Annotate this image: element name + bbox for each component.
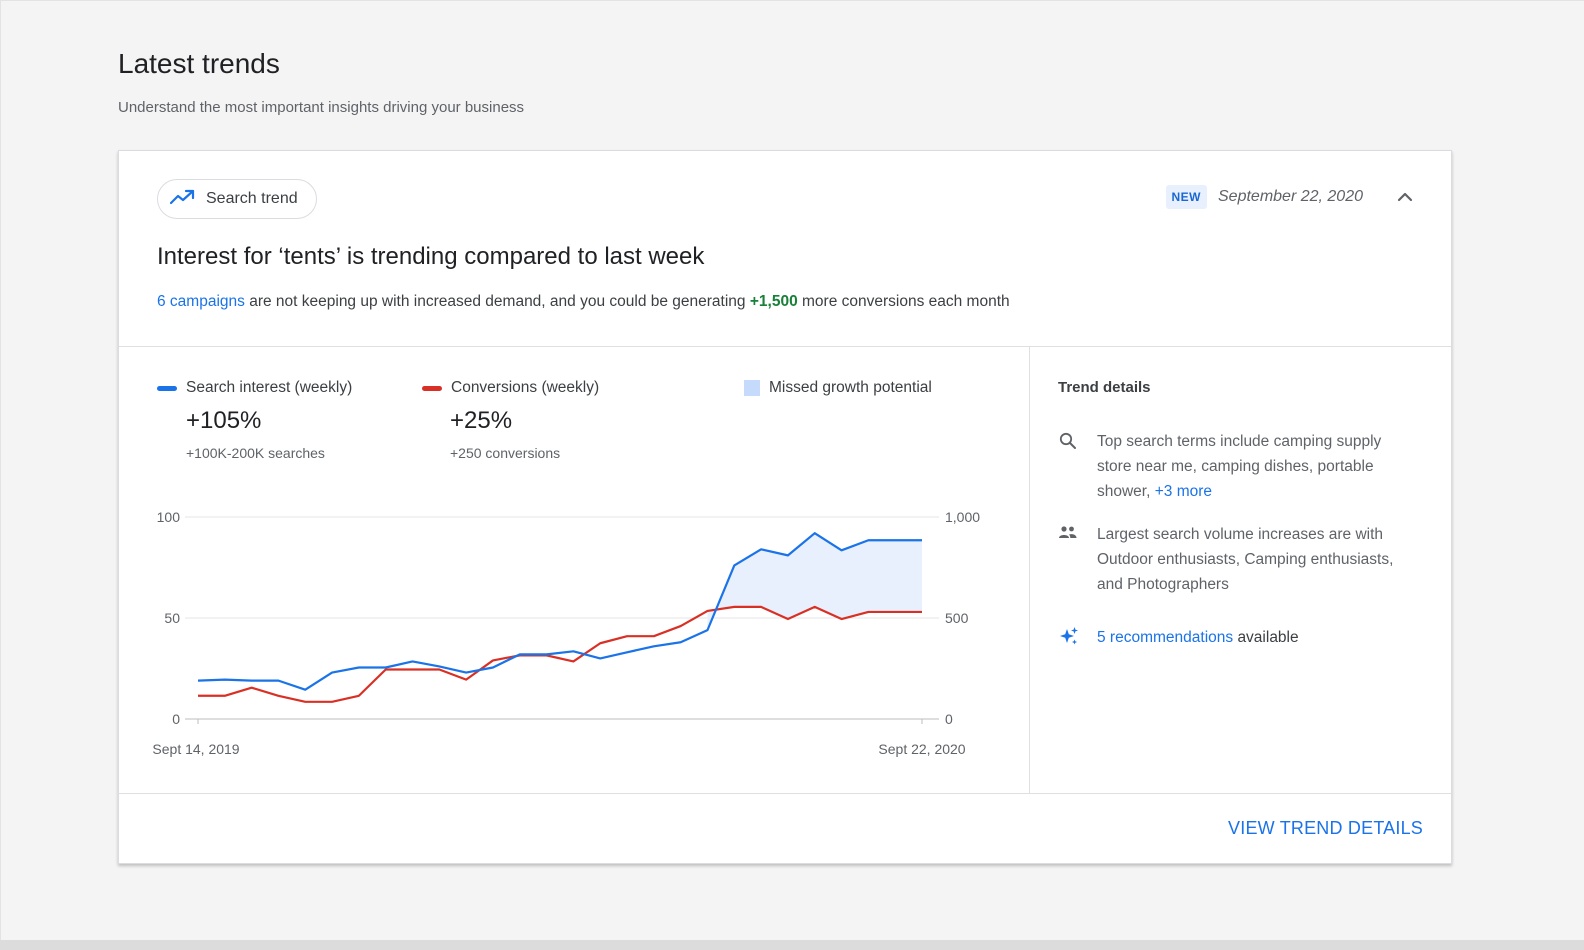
conversions-highlight: +1,500 [749,293,798,310]
y-right-tick-label: 1,000 [945,509,980,525]
legend-label: Conversions (weekly) [451,379,600,396]
description-text-end: more conversions each month [797,293,1010,310]
trend-headline: Interest for ‘tents’ is trending compare… [157,243,705,270]
new-badge: NEW [1165,185,1207,209]
sparkle-icon [1058,626,1080,648]
y-left-tick-label: 100 [157,509,181,525]
y-left-tick-label: 0 [172,711,180,727]
x-start-label: Sept 14, 2019 [152,741,239,757]
search-trend-chip[interactable]: Search trend [157,179,317,219]
trend-card: Search trend NEW September 22, 2020 Inte… [118,150,1452,864]
view-trend-details-button[interactable]: VIEW TREND DETAILS [1228,818,1423,838]
bottom-bar [0,940,1584,950]
more-terms-link[interactable]: +3 more [1154,483,1213,500]
conversions-sub: +250 conversions [450,445,561,461]
card-header-right: NEW September 22, 2020 [1165,185,1418,209]
red-line-swatch [422,385,442,391]
search-interest-line [197,532,922,691]
detail-audiences: Largest search volume increases are with… [1097,526,1394,593]
detail-search-terms: Top search terms include camping supply … [1097,429,1417,504]
page-subtitle: Understand the most important insights d… [118,99,525,116]
collapse-button[interactable] [1393,185,1417,209]
detail-text: Top search terms include camping supply … [1097,433,1382,500]
trending-up-icon [169,189,206,210]
search-interest-sub: +100K-200K searches [186,445,325,461]
x-end-label: Sept 22, 2020 [878,741,965,757]
legend-label: Search interest (weekly) [186,379,353,396]
y-right-tick-label: 0 [945,711,953,727]
detail-text: available [1237,629,1299,646]
divider [1029,347,1030,793]
people-icon [1058,525,1080,547]
missed-growth-area [707,533,922,631]
recommendations-link[interactable]: 5 recommendations [1097,629,1234,646]
search-icon [1058,431,1080,453]
description-text: are not keeping up with increased demand… [244,293,750,310]
trend-description: 6 campaigns are not keeping up with incr… [157,293,1010,311]
shaded-area-swatch [744,380,760,396]
divider [119,793,1451,794]
divider [119,346,1451,347]
legend-conversions: Conversions (weekly) [422,379,599,397]
trend-date: September 22, 2020 [1218,188,1363,205]
y-right-tick-label: 500 [945,610,969,626]
blue-line-swatch [157,385,177,391]
search-interest-value: +105% [186,407,262,434]
legend-search-interest: Search interest (weekly) [157,379,352,397]
chip-label: Search trend [206,190,298,207]
conversions-line [198,605,922,703]
page-title: Latest trends [118,48,280,79]
detail-recommendations: 5 recommendations available [1097,625,1417,650]
conversions-value: +25% [450,407,513,434]
y-left-tick-label: 50 [164,610,180,626]
legend-missed-growth: Missed growth potential [744,379,932,397]
chevron-up-icon [1397,192,1413,202]
legend-label: Missed growth potential [769,379,932,396]
trend-details-title: Trend details [1058,379,1151,396]
campaigns-link[interactable]: 6 campaigns [157,293,245,310]
